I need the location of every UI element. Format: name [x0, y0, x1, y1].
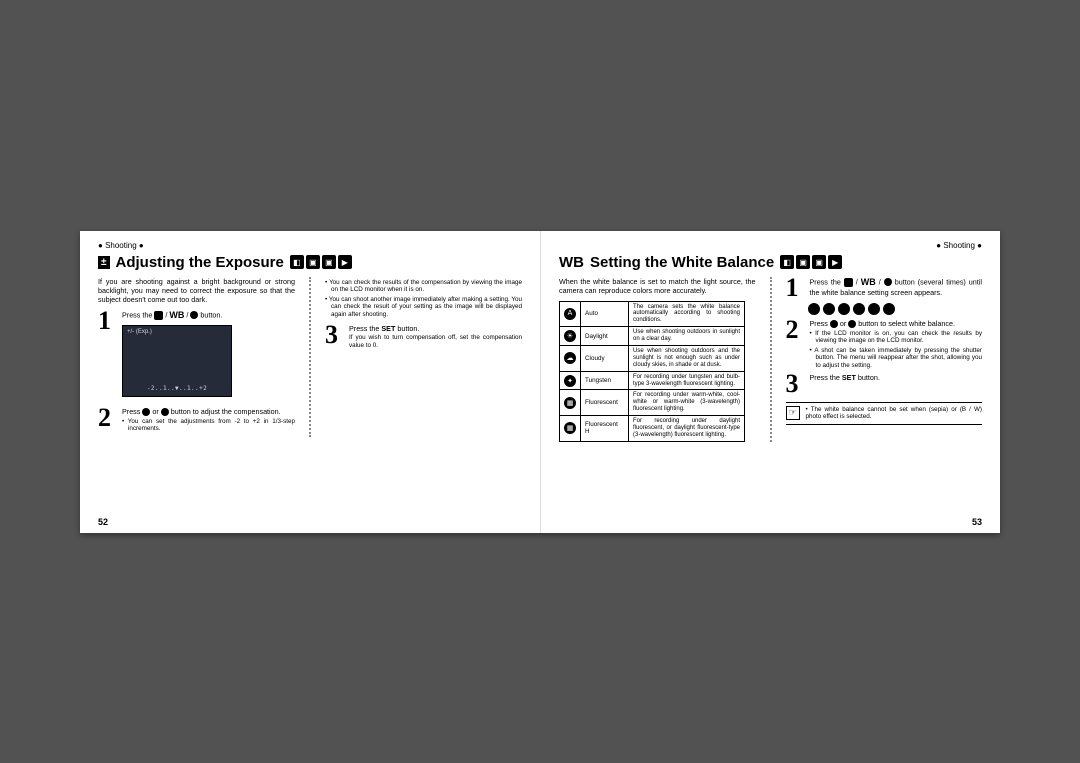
set-label: SET: [381, 324, 395, 333]
exposure-button-icon: [154, 311, 163, 320]
content-columns-right: When the white balance is set to match t…: [559, 277, 982, 442]
step-number: 1: [98, 310, 116, 403]
intro-text: When the white balance is set to match t…: [559, 277, 756, 295]
wb-glyph-icon: WB: [861, 277, 876, 287]
bullet: A shot can be taken immediately by press…: [810, 347, 983, 370]
wb-name-cell: Daylight: [581, 327, 629, 346]
wb-glyph-icon: WB: [169, 310, 184, 320]
step-1: 1 Press the / WB / button. +/- (Exp.) -2…: [98, 310, 295, 403]
mode-icons-left: ◧▣▣▶: [290, 255, 352, 269]
wb-desc-cell: The camera sets the white balance automa…: [629, 301, 745, 327]
bullet: You can shoot another image immediately …: [325, 296, 522, 319]
step-subtext: If you wish to turn compensation off, se…: [349, 334, 522, 349]
step-body: Press or button to select white balance.…: [810, 319, 983, 370]
note-box: ☞ • The white balance cannot be set when…: [786, 402, 983, 425]
left-col-2: You can check the results of the compens…: [325, 277, 522, 437]
note-text: • The white balance cannot be set when (…: [806, 406, 983, 421]
column-divider: [770, 277, 772, 442]
wb-name-cell: Tungsten: [581, 371, 629, 390]
wb-desc-cell: For recording under warm-white, cool-whi…: [629, 390, 745, 416]
bullet: You can check the results of the compens…: [325, 279, 522, 294]
wb-icon-cell: ☁: [560, 345, 581, 371]
section-label: Shooting: [105, 241, 137, 250]
bullet: You can set the adjustments from -2 to +…: [122, 418, 295, 433]
page-title-left: Adjusting the Exposure: [116, 254, 284, 271]
step-1: 1 Press the / WB / button (several times…: [786, 277, 983, 299]
right-col-1: When the white balance is set to match t…: [559, 277, 756, 442]
step-body: Press the SET button.: [810, 373, 983, 395]
page-title-right: Setting the White Balance: [590, 254, 774, 271]
wb-icon-cell: ☀: [560, 327, 581, 346]
wb-option-icons-row: [808, 303, 983, 315]
wb-desc-cell: For recording under daylight fluorescent…: [629, 416, 745, 442]
wb-desc-cell: For recording under tungsten and bulb-ty…: [629, 371, 745, 390]
step-body: Press the / WB / button (several times) …: [810, 277, 983, 299]
left-arrow-icon: [830, 320, 838, 328]
white-balance-table: AAutoThe camera sets the white balance a…: [559, 301, 745, 442]
mode-icons-right: ◧▣▣▶: [780, 255, 842, 269]
wb-icon-cell: ▦: [560, 416, 581, 442]
lcd-top-label: +/- (Exp.): [127, 329, 152, 337]
step-number: 2: [786, 319, 804, 370]
page-right: ● Shooting ● WB Setting the White Balanc…: [540, 231, 1000, 533]
exposure-icon: ±: [98, 256, 110, 269]
right-arrow-icon: [161, 408, 169, 416]
wb-title-icon: WB: [559, 254, 584, 271]
flash-button-icon: [884, 278, 892, 286]
exposure-button-icon: [844, 278, 853, 287]
table-row: ▦Fluorescent HFor recording under daylig…: [560, 416, 745, 442]
step-body: Press the SET button. If you wish to tur…: [349, 324, 522, 349]
section-header-left: ● Shooting ●: [98, 241, 522, 250]
lcd-preview: +/- (Exp.) -2..1..▼..1..+2: [122, 325, 232, 397]
page-number-right: 53: [972, 517, 982, 527]
table-row: ☀DaylightUse when shooting outdoors in s…: [560, 327, 745, 346]
page-left: ● Shooting ● ± Adjusting the Exposure ◧▣…: [80, 231, 540, 533]
lcd-scale: -2..1..▼..1..+2: [123, 385, 231, 393]
wb-name-cell: Fluorescent H: [581, 416, 629, 442]
step-number: 1: [786, 277, 804, 299]
wb-desc-cell: Use when shooting outdoors and the sunli…: [629, 345, 745, 371]
wb-icon-cell: A: [560, 301, 581, 327]
section-label: Shooting: [943, 241, 975, 250]
page-spread: ● Shooting ● ± Adjusting the Exposure ◧▣…: [80, 231, 1000, 533]
note-icon: ☞: [786, 406, 800, 420]
step-2: 2 Press or button to select white balanc…: [786, 319, 983, 370]
step-body: Press the / WB / button. +/- (Exp.) -2..…: [122, 310, 295, 403]
title-row-right: WB Setting the White Balance ◧▣▣▶: [559, 254, 982, 271]
wb-icon-cell: ✦: [560, 371, 581, 390]
table-row: ☁CloudyUse when shooting outdoors and th…: [560, 345, 745, 371]
step-number: 2: [98, 407, 116, 433]
table-row: AAutoThe camera sets the white balance a…: [560, 301, 745, 327]
step-number: 3: [325, 324, 343, 349]
page-number-left: 52: [98, 517, 108, 527]
wb-name-cell: Fluorescent: [581, 390, 629, 416]
wb-name-cell: Auto: [581, 301, 629, 327]
step-2: 2 Press or button to adjust the compensa…: [98, 407, 295, 433]
left-col-1: If you are shooting against a bright bac…: [98, 277, 295, 437]
wb-icon-cell: ▦: [560, 390, 581, 416]
step-3: 3 Press the SET button. If you wish to t…: [325, 324, 522, 349]
title-row-left: ± Adjusting the Exposure ◧▣▣▶: [98, 254, 522, 271]
bullet: If the LCD monitor is on, you can check …: [810, 330, 983, 345]
section-header-right: ● Shooting ●: [559, 241, 982, 250]
step-3: 3 Press the SET button.: [786, 373, 983, 395]
column-divider: [309, 277, 311, 437]
table-row: ✦TungstenFor recording under tungsten an…: [560, 371, 745, 390]
step-number: 3: [786, 373, 804, 395]
set-label: SET: [842, 373, 856, 382]
wb-desc-cell: Use when shooting outdoors in sunlight o…: [629, 327, 745, 346]
table-row: ▦FluorescentFor recording under warm-whi…: [560, 390, 745, 416]
right-col-2: 1 Press the / WB / button (several times…: [786, 277, 983, 442]
wb-name-cell: Cloudy: [581, 345, 629, 371]
content-columns-left: If you are shooting against a bright bac…: [98, 277, 522, 437]
intro-text: If you are shooting against a bright bac…: [98, 277, 295, 304]
step-body: Press or button to adjust the compensati…: [122, 407, 295, 433]
